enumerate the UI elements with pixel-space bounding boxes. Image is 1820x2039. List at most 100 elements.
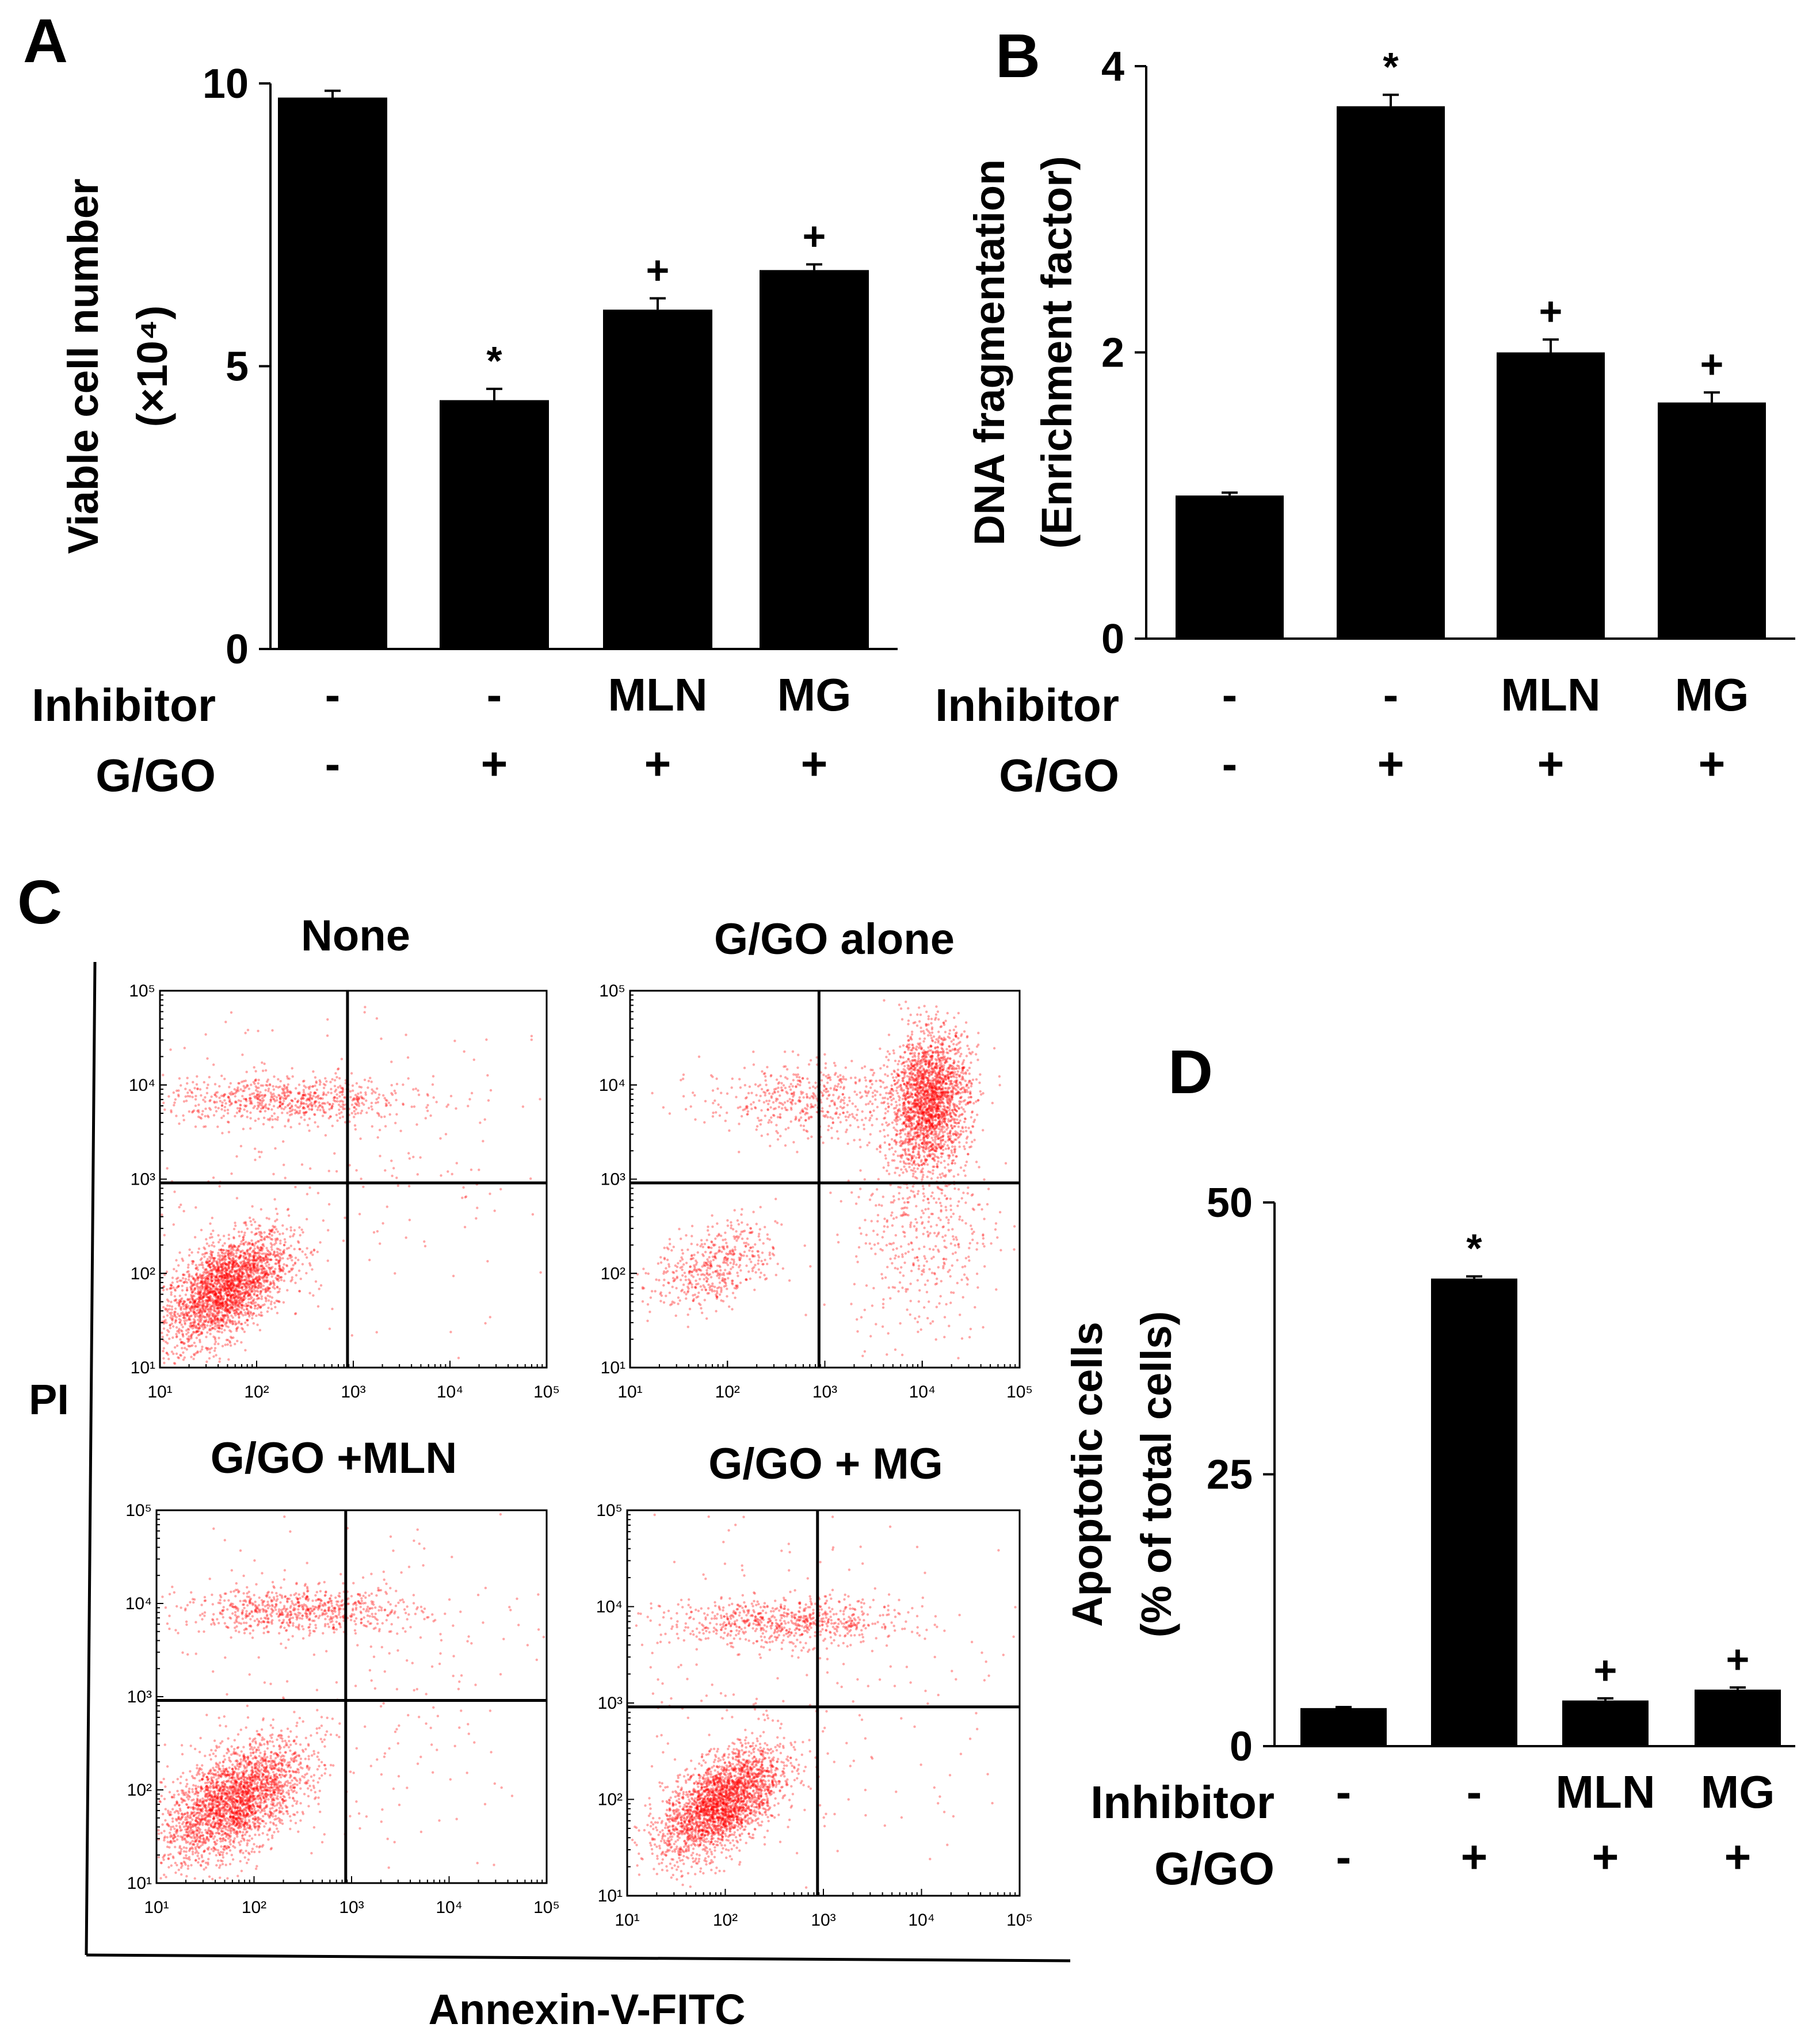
flow-dot [964, 1072, 967, 1075]
flow-dot [185, 1099, 188, 1102]
flow-dot [181, 1289, 184, 1292]
flow-dot [279, 1242, 282, 1245]
flow-dot [220, 1265, 223, 1268]
flow-dot [213, 1266, 216, 1269]
flow-dot [220, 1295, 223, 1298]
flow-dot [464, 1195, 468, 1198]
flow-dot [203, 1255, 206, 1258]
flow-dot [293, 1229, 296, 1232]
flow-dot [190, 1324, 193, 1328]
flow-dot [912, 1046, 915, 1049]
flow-dot [268, 1269, 272, 1271]
flow-dot [238, 1235, 241, 1238]
flow-dot [162, 1357, 165, 1360]
flow-dot [220, 1275, 223, 1278]
flow-dot [293, 1097, 297, 1101]
flow-dot [283, 1099, 285, 1102]
flow-dot [219, 1259, 222, 1262]
flow-dot [198, 1327, 201, 1330]
flow-dot [241, 1285, 243, 1288]
flow-dot [208, 1313, 211, 1316]
flow-dot [228, 1318, 231, 1322]
flow-dot [193, 1236, 197, 1239]
flow-dot [250, 1289, 253, 1292]
flow-dot [911, 1150, 915, 1154]
flow-dot [214, 1266, 217, 1269]
flow-dot [936, 1176, 940, 1179]
flow-dot [331, 1078, 334, 1081]
flow-dot [285, 1265, 289, 1267]
flow-dot [290, 1109, 293, 1113]
flow-dot [285, 1228, 288, 1231]
flow-dot [302, 1097, 305, 1100]
flow-dot [934, 1138, 937, 1141]
flow-dot [272, 1270, 274, 1273]
flow-dot [888, 1173, 891, 1175]
flow-dot [973, 1118, 976, 1121]
flow-dot [907, 1135, 910, 1138]
flow-dot [314, 1101, 316, 1104]
flow-dot [238, 1292, 241, 1295]
flow-dot [327, 1229, 330, 1232]
flow-dot [203, 1323, 205, 1326]
flow-dot [256, 1251, 259, 1255]
flow-dot [267, 1107, 270, 1110]
flow-dot [197, 1304, 200, 1307]
flow-dot [279, 1239, 282, 1242]
flow-dot [162, 1101, 165, 1105]
flow-dot [871, 1083, 873, 1086]
flow-dot [272, 1085, 274, 1088]
flow-dot [210, 1095, 213, 1098]
flow-dot [367, 1106, 371, 1110]
flow-dot [178, 1327, 181, 1331]
flow-dot [405, 1033, 407, 1036]
flow-dot [248, 1263, 251, 1267]
flow-dot [226, 1286, 229, 1289]
flow-dot [258, 1276, 261, 1278]
flow-dot [262, 1122, 265, 1126]
flow-dot [186, 1091, 189, 1094]
flow-dot [253, 1273, 255, 1276]
flow-dot [227, 1274, 230, 1277]
flow-dot [254, 1277, 257, 1280]
flow-dot [228, 1103, 231, 1107]
flow-dot [236, 1256, 239, 1259]
flow-dot [224, 1301, 227, 1304]
flow-dot [246, 1248, 249, 1251]
flow-dot [170, 1300, 173, 1304]
flow-dot [220, 1318, 223, 1321]
flow-dot [253, 1254, 256, 1257]
flow-dot [204, 1284, 207, 1286]
flow-dot [210, 1253, 213, 1257]
flow-dot [281, 1257, 284, 1260]
flow-dot [949, 1135, 952, 1137]
flow-dot [234, 1221, 236, 1224]
flow-dot [285, 1247, 289, 1250]
chart-b-row1-label: Inhibitor [935, 679, 1119, 731]
flow-dot [262, 1116, 266, 1120]
flow-dot [255, 1314, 258, 1318]
flow-dot [264, 1089, 267, 1092]
flow-dot [275, 1096, 278, 1099]
flow-dot [212, 1063, 215, 1066]
flow-dot [217, 1288, 220, 1291]
flow-dot [223, 1099, 226, 1102]
flow-dot [216, 1312, 219, 1315]
flow-dot [257, 1029, 260, 1033]
flow-dot [197, 1323, 200, 1326]
chart-b-row1-value: MLN [1501, 669, 1600, 720]
flow-dot [268, 1258, 270, 1261]
flow-dot [922, 1155, 926, 1158]
flow-dot [410, 1105, 413, 1108]
flow-dot [191, 1285, 194, 1288]
flow-dot [284, 1240, 287, 1244]
flow-outer-y-axis [85, 961, 97, 1956]
flow-dot [359, 1137, 362, 1140]
flow-dot [208, 1260, 211, 1263]
flow-dot [883, 1097, 887, 1099]
chart-d-row1-value: - [1336, 1766, 1352, 1817]
chart-d-ytick-label: 50 [1207, 1180, 1253, 1226]
flow-dot [258, 1260, 261, 1263]
flow-dot [211, 1270, 213, 1273]
flow-dot [192, 1277, 195, 1280]
